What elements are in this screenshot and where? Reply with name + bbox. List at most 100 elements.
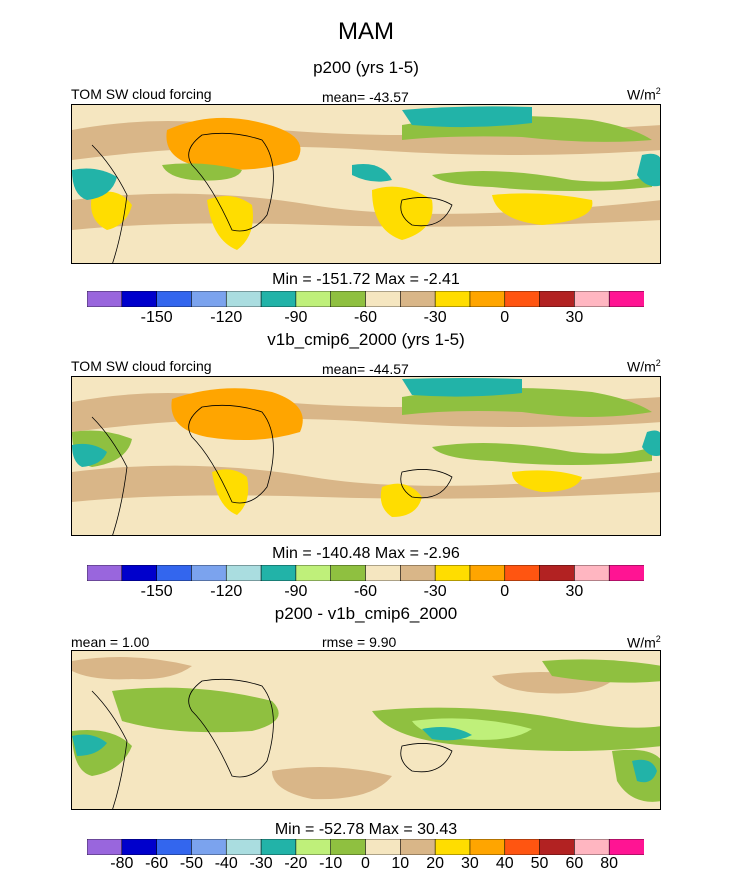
panel3-units: W/m2: [627, 634, 661, 651]
colorbar-box: [539, 839, 576, 855]
panel1-colorbar: [87, 291, 644, 307]
colorbar-box: [191, 291, 228, 307]
colorbar-box: [225, 565, 262, 581]
panel2-minmax: Min = -140.48 Max = -2.96: [272, 545, 460, 562]
colorbar-tick-label: 50: [530, 855, 549, 872]
colorbar-tick-label: 0: [361, 855, 370, 872]
panel1-units: W/m2: [627, 86, 661, 103]
panel1-minmax: Min = -151.72 Max = -2.41: [272, 271, 460, 288]
colorbar-box: [330, 291, 367, 307]
colorbar-box: [295, 565, 332, 581]
panel1-subtitle: p200 (yrs 1-5): [313, 58, 419, 77]
colorbar-tick-label: -60: [353, 583, 378, 600]
colorbar-tick-label: -30: [423, 583, 447, 600]
colorbar-tick-label: 20: [426, 855, 445, 872]
panel1-map: [71, 104, 661, 264]
colorbar-tick-label: 80: [600, 855, 619, 872]
panel2-units: W/m2: [627, 358, 661, 375]
colorbar-box: [365, 565, 402, 581]
panel3-subtitle: p200 - v1b_cmip6_2000: [274, 604, 458, 623]
colorbar-box: [87, 839, 123, 855]
colorbar-box: [295, 291, 332, 307]
colorbar-box: [365, 839, 402, 855]
colorbar-box: [121, 291, 158, 307]
panel2-mean: mean= -44.57: [322, 361, 409, 377]
colorbar-box: [400, 565, 436, 581]
colorbar-tick-label: 30: [461, 855, 479, 872]
panel3-mean: mean = 1.00: [71, 634, 150, 650]
colorbar-tick-label: -80: [110, 855, 134, 872]
colorbar-tick-label: 0: [500, 309, 510, 326]
colorbar-box: [400, 839, 436, 855]
colorbar-box: [260, 565, 297, 581]
panel3-minmax: Min = -52.78 Max = 30.43: [274, 821, 458, 838]
colorbar-tick-label: 30: [565, 309, 584, 326]
colorbar-box: [225, 291, 262, 307]
colorbar-tick-label: -30: [423, 309, 447, 326]
colorbar-tick-label: 30: [565, 583, 584, 600]
colorbar-tick-label: -60: [353, 309, 378, 326]
colorbar-box: [156, 565, 193, 581]
figure-title: MAM: [338, 18, 394, 45]
panel1-colorbar-ticks: -150 -120 -90 -60 -30 0 30: [0, 309, 732, 331]
colorbar-tick-label: -10: [319, 855, 343, 872]
colorbar-box: [574, 565, 610, 581]
panel2-map: [71, 376, 661, 536]
colorbar-box: [608, 291, 644, 307]
colorbar-box: [121, 839, 158, 855]
colorbar-box: [121, 565, 158, 581]
colorbar-tick-label: -60: [145, 855, 169, 872]
colorbar-box: [87, 565, 123, 581]
colorbar-tick-label: 0: [500, 583, 510, 600]
panel2-map-svg: [72, 377, 660, 535]
colorbar-box: [295, 839, 332, 855]
colorbar-box: [191, 839, 228, 855]
colorbar-box: [400, 291, 436, 307]
colorbar-box: [539, 291, 576, 307]
panel3-map-svg: [72, 651, 660, 809]
colorbar-tick-label: -20: [284, 855, 308, 872]
panel3-map: [71, 650, 661, 810]
colorbar-box: [365, 291, 402, 307]
colorbar-tick-label: -120: [210, 583, 243, 600]
panel3-rmse: rmse = 9.90: [322, 634, 397, 650]
colorbar-tick-label: -30: [249, 855, 273, 872]
colorbar-box: [225, 839, 262, 855]
colorbar-tick-label: -90: [284, 309, 308, 326]
colorbar-tick-label: -150: [140, 583, 173, 600]
colorbar-box: [574, 839, 610, 855]
panel2-subtitle: v1b_cmip6_2000 (yrs 1-5): [267, 330, 465, 349]
colorbar-box: [260, 839, 297, 855]
colorbar-tick-label: -50: [179, 855, 203, 872]
panel2-colorbar-ticks: -150 -120 -90 -60 -30 0 30: [0, 583, 732, 605]
colorbar-box: [469, 565, 506, 581]
colorbar-box: [574, 291, 610, 307]
colorbar-box: [539, 565, 576, 581]
colorbar-box: [608, 839, 644, 855]
colorbar-box: [469, 839, 506, 855]
colorbar-box: [504, 565, 541, 581]
panel1-map-svg: [72, 105, 660, 263]
colorbar-box: [191, 565, 228, 581]
colorbar-tick-label: -120: [210, 309, 243, 326]
colorbar-box: [87, 291, 123, 307]
colorbar-box: [330, 839, 367, 855]
colorbar-box: [469, 291, 506, 307]
colorbar-tick-label: -40: [214, 855, 238, 872]
colorbar-tick-label: -150: [140, 309, 173, 326]
colorbar-box: [434, 565, 471, 581]
panel2-variable: TOM SW cloud forcing: [71, 358, 212, 374]
panel3-colorbar-ticks: -80 -60 -50 -40 -30 -20 -10 0 10 20 30 40 50 60 80: [0, 855, 732, 877]
colorbar-box: [156, 291, 193, 307]
colorbar-box: [608, 565, 644, 581]
colorbar-tick-label: 60: [565, 855, 584, 872]
panel1-variable: TOM SW cloud forcing: [71, 86, 212, 102]
panel2-colorbar: [87, 565, 644, 581]
colorbar-box: [434, 291, 471, 307]
colorbar-box: [504, 291, 541, 307]
colorbar-box: [330, 565, 367, 581]
panel1-mean: mean= -43.57: [322, 89, 409, 105]
colorbar-box: [260, 291, 297, 307]
panel3-colorbar: [87, 839, 644, 855]
colorbar-box: [156, 839, 193, 855]
